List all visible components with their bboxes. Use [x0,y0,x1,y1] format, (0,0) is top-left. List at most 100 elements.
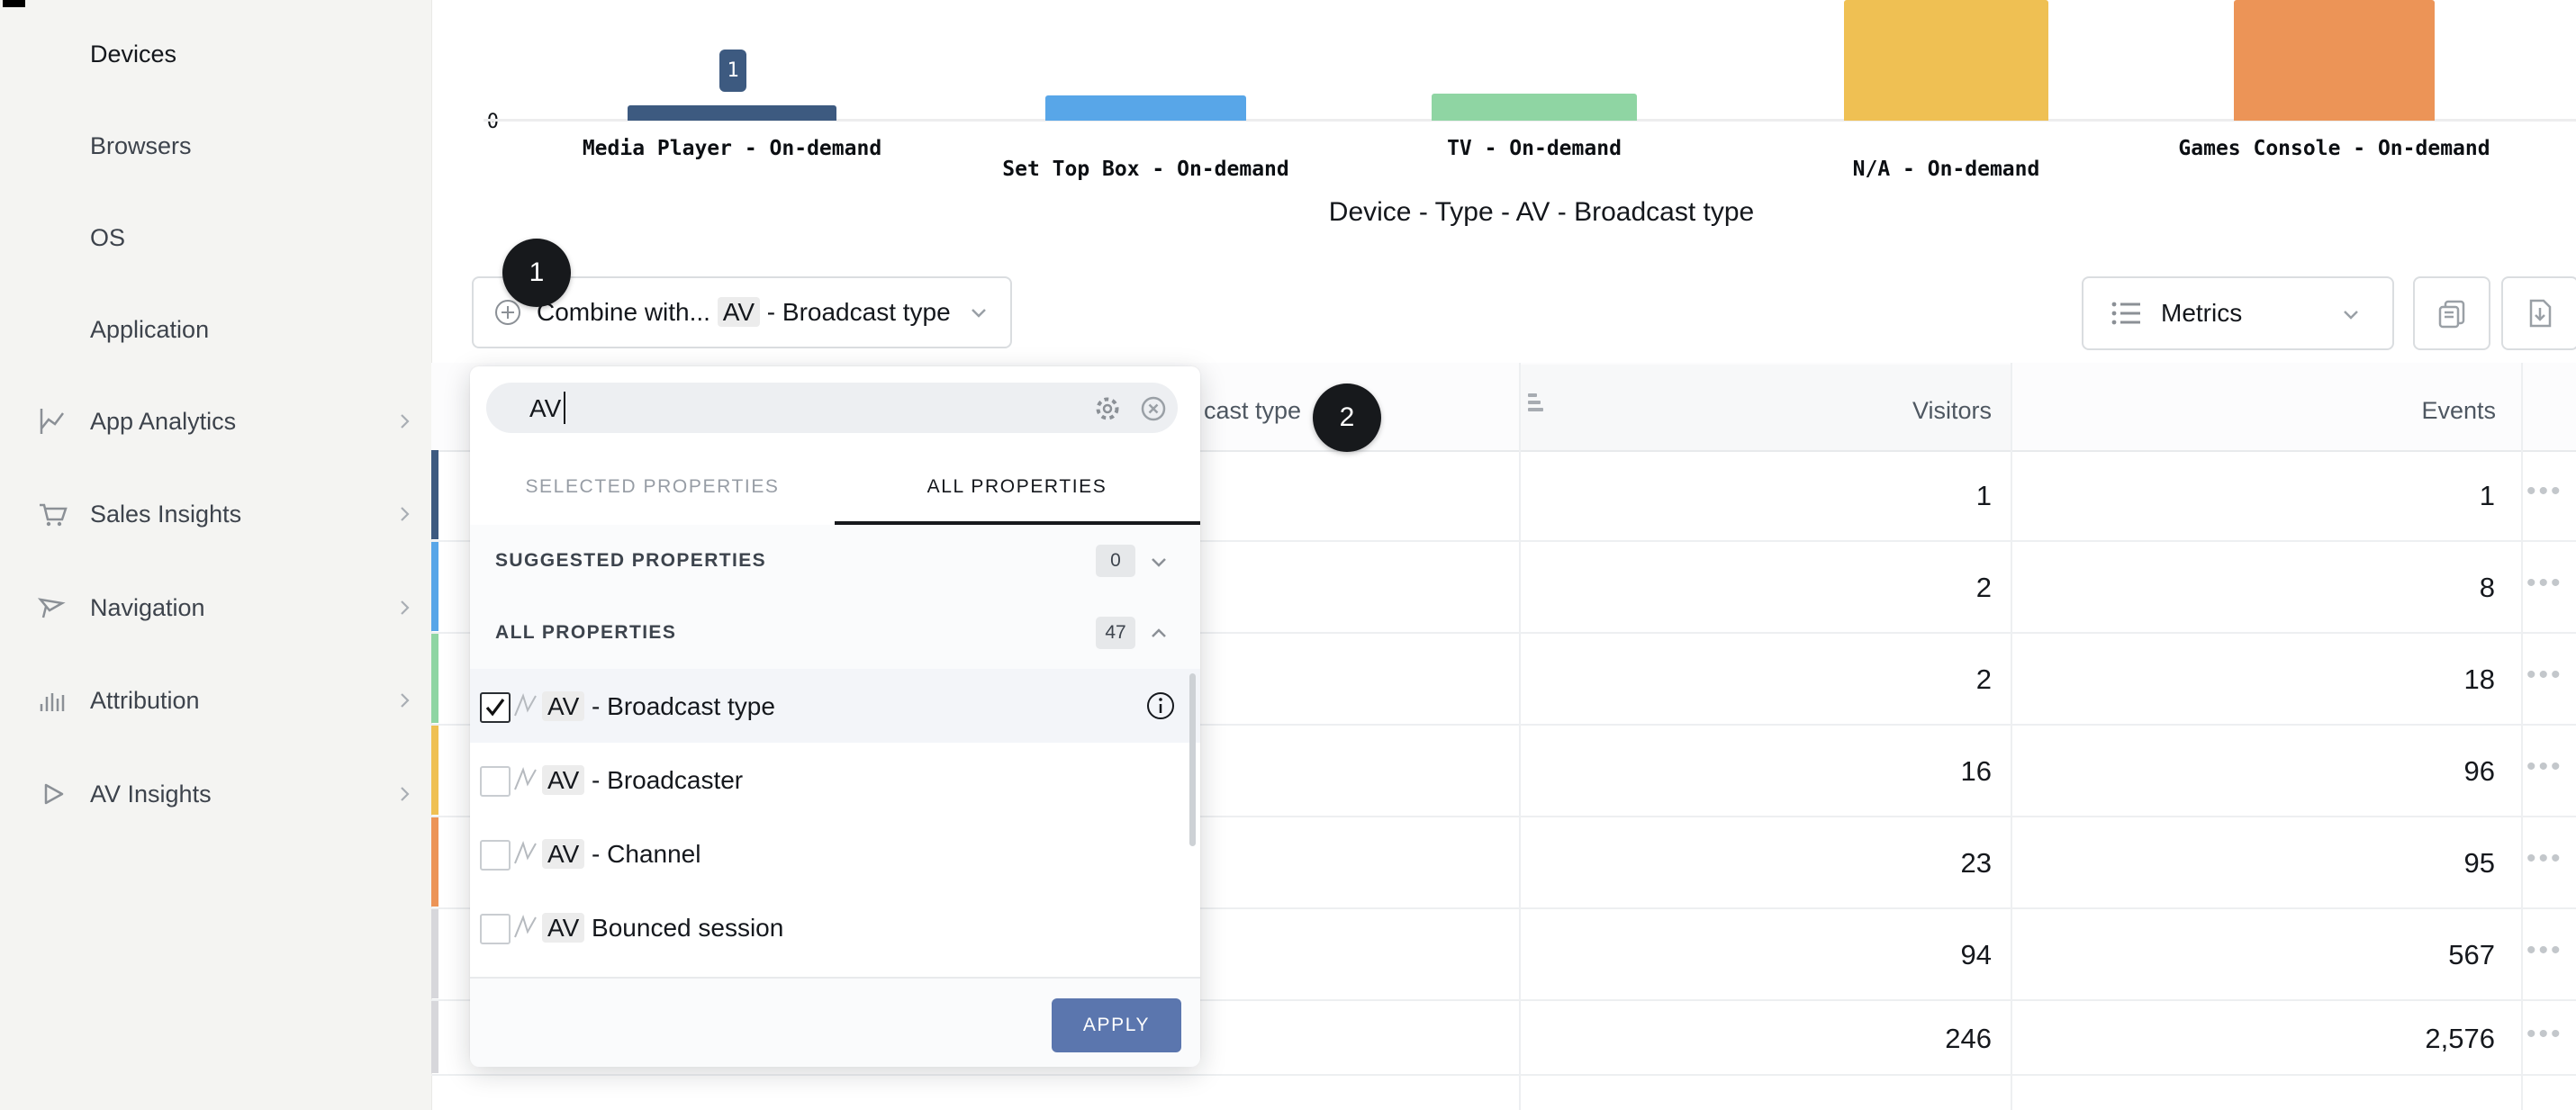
copy-report-button[interactable] [2413,276,2490,350]
bar-value-label: 1 [719,50,746,92]
sidebar-item-app-analytics[interactable]: App Analytics [0,393,431,450]
property-item[interactable]: AV Bounced session [470,890,1200,964]
checkbox-unchecked[interactable] [480,914,511,944]
chevron-right-icon [394,598,414,618]
sidebar-item-label: Attribution [90,686,200,714]
bar-chart-icon [36,684,68,717]
export-button[interactable] [2501,276,2576,350]
chevron-up-icon[interactable] [1148,623,1170,645]
copy-icon [2435,296,2469,330]
sidebar-item-label: OS [90,223,126,251]
chart-bar[interactable] [628,105,836,121]
chevron-down-icon [2339,302,2363,326]
visitors-header-highlight [1519,365,2011,450]
row-separator [431,724,2576,726]
sidebar-item-label: Sales Insights [90,500,242,528]
row-actions-menu-icon[interactable]: ••• [2526,1018,2563,1049]
column-separator [2011,363,2012,1110]
visitors-cell: 1 [1975,480,1992,511]
section-label: SUGGESTED PROPERTIES [495,550,767,571]
sort-descending-icon[interactable] [1528,393,1543,415]
sidebar-item-label: Application [90,315,210,343]
panel-tabs: SELECTED PROPERTIES ALL PROPERTIES [470,449,1200,527]
sidebar-item-application[interactable]: Application [0,301,431,358]
chart-bar[interactable] [1844,0,2048,121]
flag-icon [36,591,68,624]
annotation-step-2-badge: 2 [1313,384,1381,452]
checkbox-unchecked[interactable] [480,840,511,871]
column-separator [2521,363,2523,1110]
sidebar-item-attribution[interactable]: Attribution [0,672,431,729]
metrics-label: Metrics [2161,299,2243,327]
events-cell: 95 [2463,847,2495,879]
row-actions-menu-icon[interactable]: ••• [2526,660,2563,690]
section-all-properties[interactable]: ALL PROPERTIES 47 [470,597,1200,671]
row-actions-menu-icon[interactable]: ••• [2526,752,2563,781]
checkbox-unchecked[interactable] [480,766,511,797]
chart-category-label: Media Player - On-demand [582,137,882,160]
column-header-visitors[interactable]: Visitors [1912,397,1992,424]
row-actions-menu-icon[interactable]: ••• [2526,568,2563,598]
chart-bar[interactable] [2234,0,2435,121]
property-item[interactable]: AV - Broadcaster [470,743,1200,817]
property-item[interactable]: AV - Broadcast type [470,669,1200,743]
property-item[interactable]: AV - Channel [470,817,1200,890]
chevron-right-icon [394,411,414,431]
chart-category-label: Set Top Box - On-demand [1002,158,1289,181]
sidebar-item-av-insights[interactable]: AV Insights [0,765,431,823]
section-suggested-properties[interactable]: SUGGESTED PROPERTIES 0 [470,525,1200,599]
text-cursor [564,392,565,424]
sidebar-item-browsers[interactable]: Browsers [0,117,431,175]
sidebar: Devices Browsers OS Application App Analytic… [0,0,432,1110]
section-label: ALL PROPERTIES [495,622,677,643]
row-actions-menu-icon[interactable]: ••• [2526,476,2563,506]
row-separator [431,907,2576,909]
dimension-zigzag-icon [511,914,540,941]
search-input[interactable]: AV [486,383,1178,433]
chart-category-label: TV - On-demand [1447,137,1622,160]
combine-with-button[interactable]: Combine with... AV - Broadcast type [472,276,1012,348]
chevron-down-icon[interactable] [1148,551,1170,573]
column-header-broadcast-type[interactable]: cast type [1204,397,1302,424]
apply-button[interactable]: APPLY [1052,998,1181,1052]
visitors-cell: 2 [1975,572,1992,603]
row-color-stripe [431,909,438,998]
clear-search-icon[interactable] [1138,393,1169,424]
row-separator [431,1074,2576,1076]
events-cell: 1 [2479,480,2495,511]
section-count-badge: 47 [1096,617,1135,649]
plus-circle-icon [493,298,522,327]
panel-scrollbar[interactable] [1189,673,1196,846]
column-separator [1519,363,1521,1110]
y-axis-zero-label: 0 [486,111,499,133]
tab-all-properties[interactable]: ALL PROPERTIES [926,476,1107,497]
metrics-dropdown-button[interactable]: Metrics [2082,276,2394,350]
sidebar-item-os[interactable]: OS [0,209,431,266]
chart-bar[interactable] [1432,94,1637,121]
checkbox-checked[interactable] [480,692,511,723]
events-cell: 567 [2448,939,2495,970]
row-separator [431,632,2576,634]
row-color-stripe [431,542,438,631]
chart-bar[interactable] [1045,95,1246,121]
chart-category-label: Games Console - On-demand [2178,137,2490,160]
visitors-cell: 94 [1960,939,1992,970]
tab-selected-properties[interactable]: SELECTED PROPERTIES [525,476,780,497]
search-match-chip: AV [542,839,585,869]
row-actions-menu-icon[interactable]: ••• [2526,844,2563,873]
gear-icon[interactable] [1092,393,1123,424]
visitors-cell: 2 [1975,663,1992,695]
column-header-events[interactable]: Events [2421,397,2496,424]
row-separator [431,540,2576,542]
visitors-cell: 16 [1960,755,1992,787]
row-color-stripe [431,450,438,539]
sidebar-item-sales-insights[interactable]: Sales Insights [0,485,431,543]
sidebar-item-devices[interactable]: Devices [0,25,431,83]
search-match-chip: AV [542,691,585,721]
events-cell: 18 [2463,663,2495,695]
sidebar-item-navigation[interactable]: Navigation [0,579,431,636]
info-icon[interactable] [1144,690,1177,722]
row-actions-menu-icon[interactable]: ••• [2526,935,2563,965]
corner-artifact [3,0,25,7]
search-value: AV [529,394,562,422]
